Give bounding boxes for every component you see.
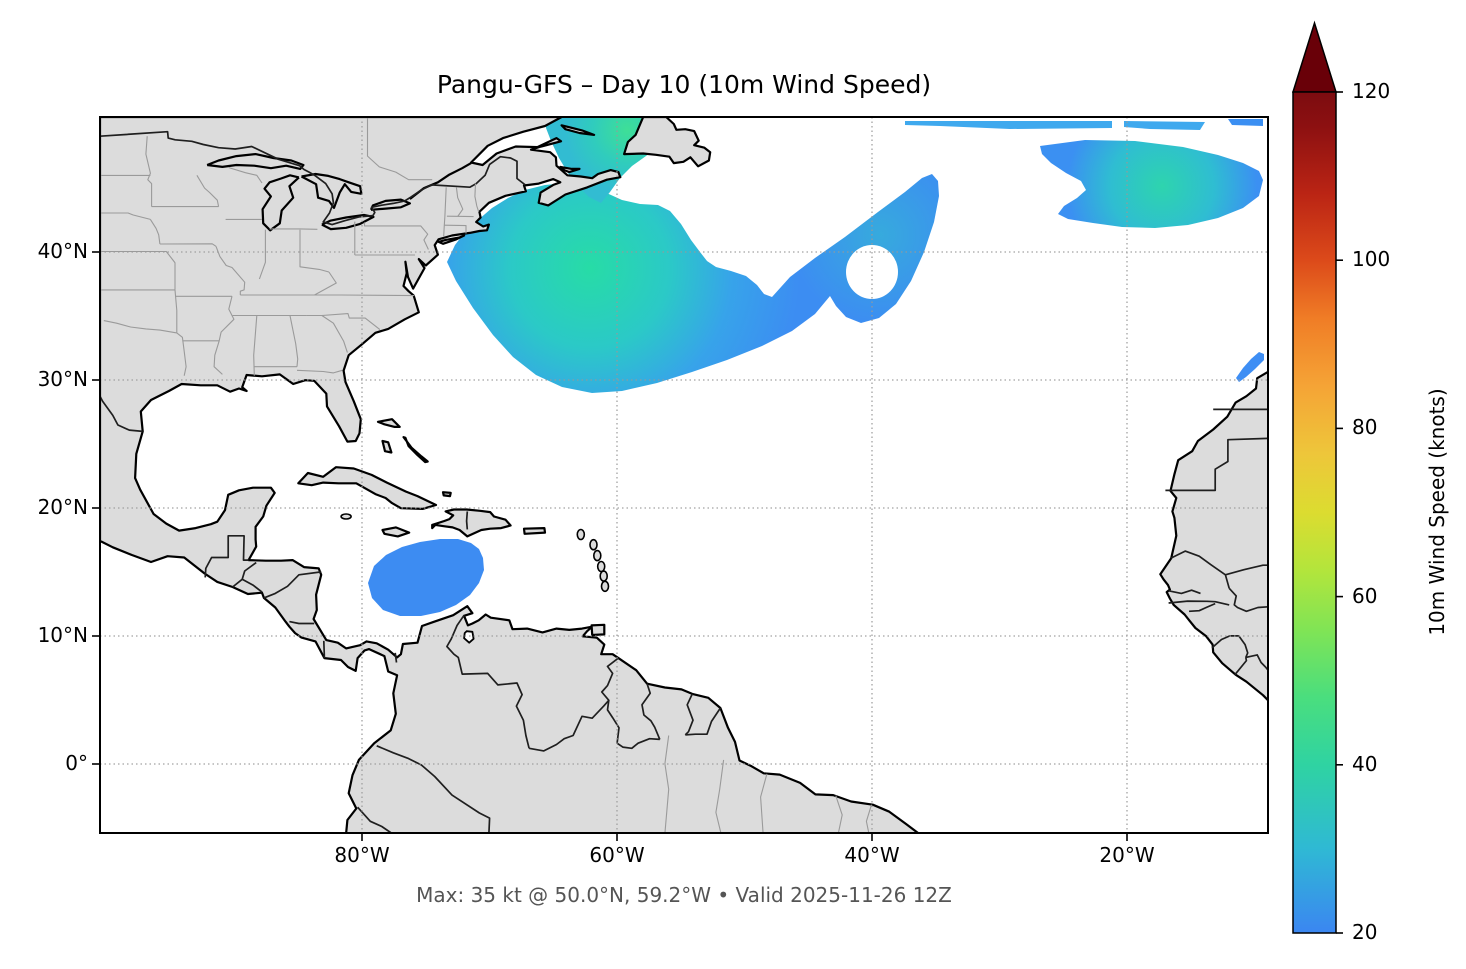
wind-field-layer <box>368 117 1264 616</box>
colorbar-tick-label: 120 <box>1352 79 1391 103</box>
x-tick-label: 40°W <box>844 843 900 867</box>
colorbar-tick-label: 100 <box>1352 247 1391 272</box>
y-tick-label: 0° <box>65 751 88 775</box>
colorbar-tick-label: 80 <box>1352 415 1378 440</box>
x-tick-label: 20°W <box>1099 843 1155 867</box>
gridlines-layer <box>100 117 1268 833</box>
x-tick-label: 60°W <box>589 843 645 867</box>
y-tick-label: 40°N <box>37 239 88 263</box>
y-tick-label: 20°N <box>37 495 88 519</box>
colorbar-tick-label: 40 <box>1352 751 1378 776</box>
axes-frame <box>92 116 1269 841</box>
y-tick-label: 30°N <box>37 367 88 391</box>
colorbar-tick-label: 20 <box>1352 920 1378 944</box>
colorbar-axis-label: 10m Wind Speed (knots) <box>1425 388 1449 636</box>
x-tick-label: 80°W <box>334 843 390 867</box>
colorbar-gradient <box>1292 91 1337 934</box>
max-valid-annotation: Max: 35 kt @ 50.0°N, 59.2°W • Valid 2025… <box>416 883 952 907</box>
chart-title: Pangu-GFS – Day 10 (10m Wind Speed) <box>436 70 932 99</box>
land-layer <box>100 117 1268 833</box>
colorbar-extend-arrow <box>1291 20 1338 93</box>
states-layer <box>100 117 873 833</box>
lake-maracaibo <box>463 630 475 644</box>
colorbar <box>1291 20 1343 934</box>
wind-hook-notch <box>846 245 898 299</box>
borders-layer <box>100 130 1268 833</box>
colorbar-tick-label: 60 <box>1352 583 1378 608</box>
y-tick-label: 10°N <box>37 623 88 647</box>
